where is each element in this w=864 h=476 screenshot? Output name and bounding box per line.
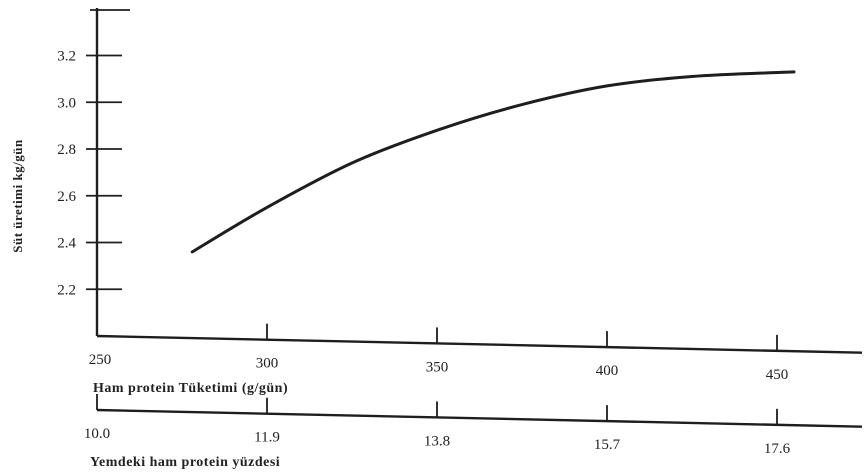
- x-tick-label: 350: [426, 359, 449, 375]
- secondary-x-tick-label: 15.7: [594, 437, 621, 453]
- y-tick-label: 2.2: [57, 282, 76, 298]
- secondary-x-tick-label: 11.9: [254, 430, 280, 446]
- y-axis-title: Süt üretimi kg/gün: [10, 139, 25, 253]
- secondary-x-axis: 10.0 11.9 13.8 15.7 17.6: [84, 394, 863, 457]
- x-axis-line: [96, 334, 863, 354]
- y-tick-label: 2.4: [57, 236, 76, 252]
- secondary-x-tick-label: 17.6: [764, 441, 791, 457]
- secondary-x-axis-line: [96, 408, 863, 428]
- y-tick-label: 2.6: [57, 189, 76, 205]
- y-tick-label: 3.2: [57, 49, 76, 65]
- secondary-x-tick-label: 13.8: [424, 433, 450, 449]
- secondary-x-axis-title: Yemdeki ham protein yüzdesi: [90, 455, 280, 470]
- secondary-x-tick-label: 10.0: [84, 426, 110, 442]
- y-tick-label: 3.0: [57, 95, 76, 111]
- x-axis-title: Ham protein Tüketimi (g/gün): [93, 381, 288, 396]
- y-tick-label: 2.8: [57, 142, 76, 158]
- x-tick-label: 300: [256, 356, 279, 372]
- x-tick-label: 400: [596, 363, 619, 379]
- x-tick-label: 250: [89, 352, 112, 368]
- series-line: [190, 70, 796, 254]
- y-axis: 2.2 2.4 2.6 2.8 3.0 3.2: [57, 8, 130, 336]
- x-axis: 250 300 350 400 450: [89, 323, 863, 383]
- x-tick-label: 450: [766, 367, 789, 383]
- series-group: [190, 70, 796, 254]
